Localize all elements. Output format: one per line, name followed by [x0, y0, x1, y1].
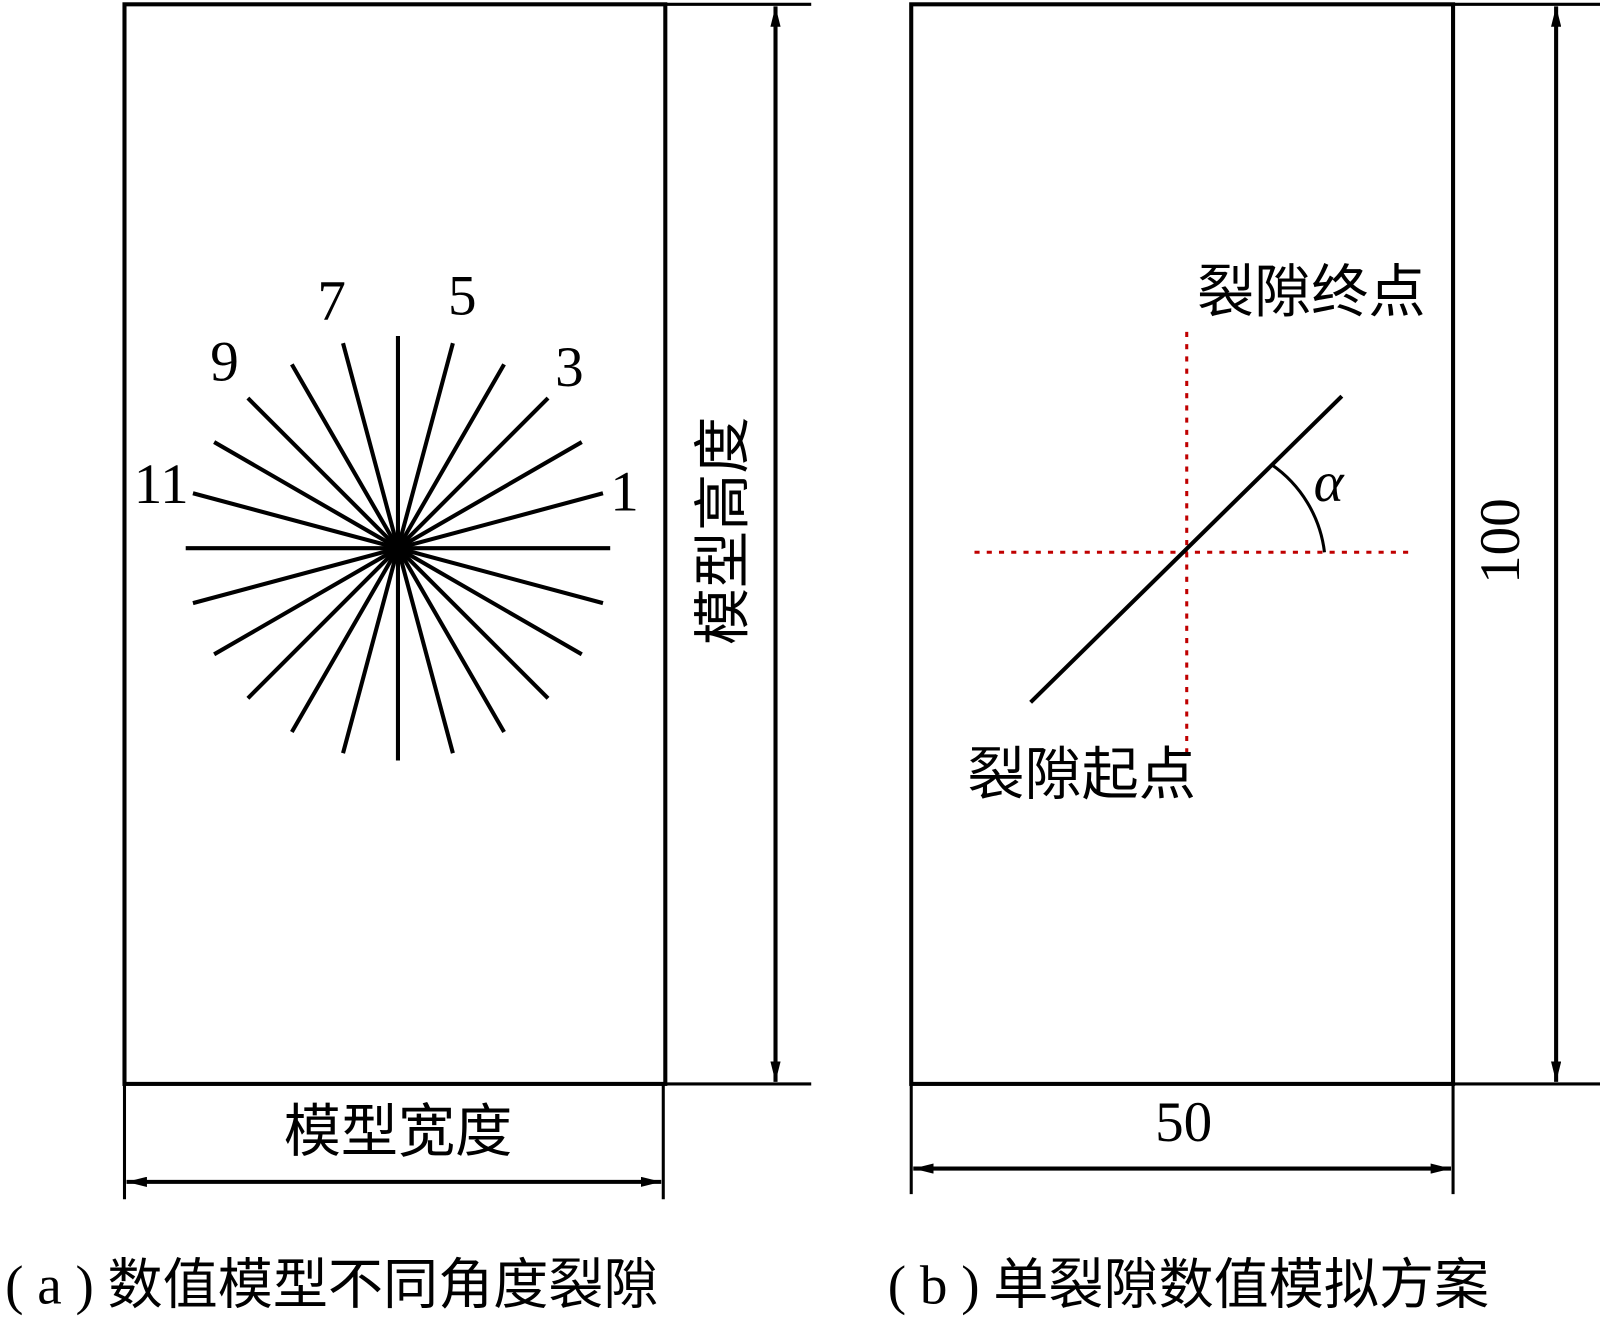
panel-a: 1 3 5 7 9 11 模型高度 模型宽度 ( a ) 数值模型不同角度裂隙 [5, 2, 812, 1316]
angle-label: 5 [448, 264, 477, 327]
angle-arc [1270, 463, 1327, 553]
caption: ( a ) 数值模型不同角度裂隙 [5, 1255, 658, 1316]
end-label: 裂隙终点 [1197, 261, 1426, 324]
angle-symbol: α [1314, 451, 1345, 514]
height-dim-label: 100 [1469, 498, 1532, 584]
model-outline [122, 2, 668, 1086]
crack [1029, 394, 1344, 704]
angle-label: 9 [210, 331, 239, 394]
start-label: 裂隙起点 [967, 744, 1196, 807]
width-dim-label: 50 [1155, 1091, 1212, 1154]
model-outline [909, 2, 1456, 1086]
angle-label: 7 [317, 269, 346, 332]
angle-label: 1 [610, 460, 639, 523]
angle-label: 3 [555, 336, 584, 399]
angle-label: 11 [134, 453, 189, 516]
panel-b: α 裂隙终点 裂隙起点 100 50 ( b ) 单裂隙数值模拟方案 [888, 2, 1600, 1316]
width-label: 模型宽度 [284, 1101, 513, 1164]
caption: ( b ) 单裂隙数值模拟方案 [888, 1255, 1489, 1316]
center-dot [387, 537, 409, 559]
height-label: 模型高度 [693, 417, 756, 646]
